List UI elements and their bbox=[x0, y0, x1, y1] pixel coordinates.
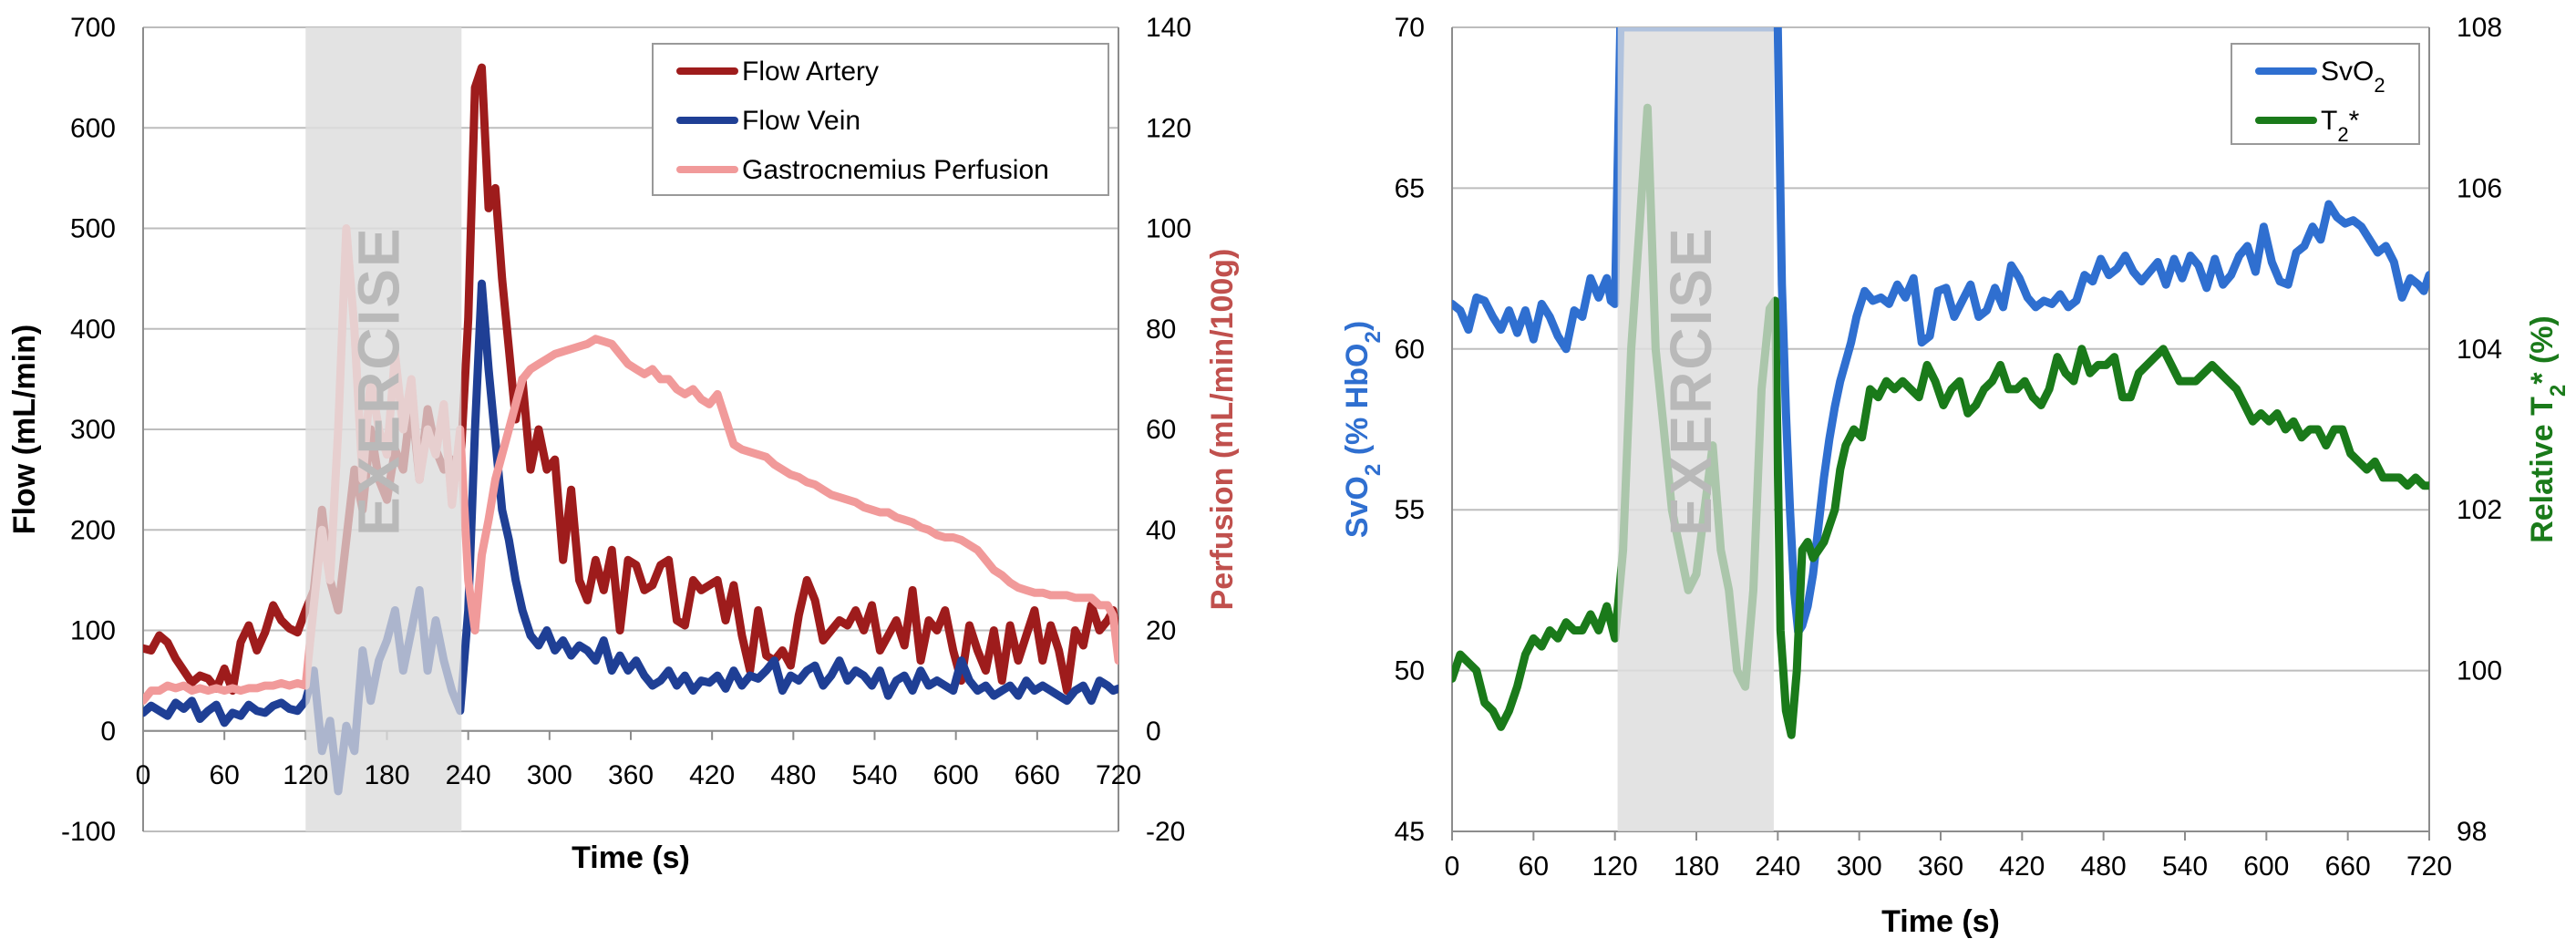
series-line-flow-vein bbox=[143, 279, 1118, 796]
right-y-tick-98: 98 bbox=[2457, 817, 2487, 847]
exercise-label: EXERCISE bbox=[346, 226, 412, 536]
right-y-tick-100: 100 bbox=[2457, 656, 2502, 686]
legend-label-gastrocnemius-perfusion: Gastrocnemius Perfusion bbox=[742, 155, 1049, 185]
right-y-axis-title: Relative T2* (%) bbox=[2525, 315, 2571, 543]
x-tick-420: 420 bbox=[689, 760, 735, 790]
right-y-tick-0: 0 bbox=[1146, 717, 1161, 747]
left-y-tick-55: 55 bbox=[1395, 495, 1425, 525]
left-y-tick-200: 200 bbox=[70, 515, 116, 545]
left-y-tick-labels: 45 50 55 60 65 70 bbox=[1395, 13, 1425, 847]
left-y-tick-400: 400 bbox=[70, 315, 116, 345]
right-y-axis-title: Perfusion (mL/min/100g) bbox=[1205, 249, 1240, 611]
right-y-tick-104: 104 bbox=[2457, 335, 2502, 365]
left-y-tick-0: 0 bbox=[100, 717, 116, 747]
x-tick-60: 60 bbox=[1519, 851, 1549, 882]
right-y-tick-20: 20 bbox=[1146, 616, 1176, 646]
exercise-fade-overlay bbox=[1617, 27, 1774, 831]
series-line-t2 bbox=[1452, 103, 2429, 739]
right-y-tick-140: 140 bbox=[1146, 13, 1191, 43]
gridlines bbox=[1451, 26, 2430, 841]
right-y-tick-100: 100 bbox=[1146, 214, 1191, 244]
x-tick-660: 660 bbox=[2325, 851, 2371, 882]
x-tick-660: 660 bbox=[1015, 760, 1060, 790]
x-tick-300: 300 bbox=[527, 760, 572, 790]
right-y-tick-60: 60 bbox=[1146, 415, 1176, 445]
right-y-tick-106: 106 bbox=[2457, 173, 2502, 203]
right-y-tick-80: 80 bbox=[1146, 315, 1176, 345]
x-tick-600: 600 bbox=[2243, 851, 2289, 882]
right-y-tick-20: -20 bbox=[1146, 817, 1185, 847]
x-tick-0: 0 bbox=[1445, 851, 1460, 882]
left-y-tick-60: 60 bbox=[1395, 335, 1425, 365]
x-tick-180: 180 bbox=[364, 760, 409, 790]
x-tick-120: 120 bbox=[283, 760, 328, 790]
left-y-tick-70: 70 bbox=[1395, 13, 1425, 43]
left-y-tick-labels: -100 0 100 200 300 400 500 600 700 bbox=[61, 13, 116, 847]
x-tick-300: 300 bbox=[1837, 851, 1882, 882]
right-y-tick-labels: -20 0 20 40 60 80 100 120 140 bbox=[1146, 13, 1191, 847]
right-y-tick-40: 40 bbox=[1146, 515, 1176, 545]
left-y-axis-title: SvO2 (% HbO2) bbox=[1340, 321, 1386, 538]
right-y-tick-120: 120 bbox=[1146, 113, 1191, 143]
left-y-tick-100: -100 bbox=[61, 817, 116, 847]
left-y-tick-100: 100 bbox=[70, 616, 116, 646]
series-line-svo2 bbox=[1452, 27, 2429, 636]
x-tick-420: 420 bbox=[1999, 851, 2045, 882]
left-y-tick-65: 65 bbox=[1395, 173, 1425, 203]
x-tick-720: 720 bbox=[2406, 851, 2452, 882]
series-layer bbox=[143, 27, 1118, 831]
x-tick-480: 480 bbox=[770, 760, 816, 790]
x-tick-0: 0 bbox=[136, 760, 151, 790]
legend-label-flow-vein: Flow Vein bbox=[742, 106, 860, 136]
x-tick-600: 600 bbox=[933, 760, 979, 790]
x-tick-labels: 0 60 120 180 240 300 360 420 480 540 600 660 720 bbox=[136, 760, 1141, 790]
x-tick-120: 120 bbox=[1592, 851, 1638, 882]
left-y-tick-700: 700 bbox=[70, 13, 116, 43]
x-tick-540: 540 bbox=[851, 760, 897, 790]
right-y-tick-102: 102 bbox=[2457, 495, 2502, 525]
x-tick-720: 720 bbox=[1096, 760, 1141, 790]
legend-label-flow-artery: Flow Artery bbox=[742, 57, 879, 87]
x-tick-480: 480 bbox=[2081, 851, 2127, 882]
x-tick-labels: 0 60 120 180 240 300 360 420 480 540 600 660 720 bbox=[1445, 851, 2452, 882]
legend: Flow Artery Flow Vein Gastrocnemius Perf… bbox=[652, 43, 1109, 196]
left-y-tick-500: 500 bbox=[70, 214, 116, 244]
exercise-fade-overlay bbox=[305, 27, 462, 831]
legend-label-svo2: SvO2 bbox=[2321, 57, 2385, 97]
legend: SvO2 T2* bbox=[2231, 43, 2420, 146]
left-y-tick-600: 600 bbox=[70, 113, 116, 143]
legend-label-t2star: T2* bbox=[2321, 106, 2360, 146]
x-tick-360: 360 bbox=[1918, 851, 1963, 882]
x-tick-360: 360 bbox=[608, 760, 654, 790]
x-tick-240: 240 bbox=[1755, 851, 1800, 882]
exercise-label: EXERCISE bbox=[1658, 226, 1724, 536]
x-axis-title: Time (s) bbox=[572, 841, 690, 875]
x-tick-180: 180 bbox=[1674, 851, 1719, 882]
left-y-tick-45: 45 bbox=[1395, 817, 1425, 847]
x-axis-title: Time (s) bbox=[1881, 904, 2000, 939]
right-y-tick-108: 108 bbox=[2457, 13, 2502, 43]
left-y-tick-300: 300 bbox=[70, 415, 116, 445]
x-tick-240: 240 bbox=[446, 760, 491, 790]
left-y-axis-title: Flow (mL/min) bbox=[7, 325, 42, 534]
x-tick-60: 60 bbox=[209, 760, 239, 790]
x-tick-540: 540 bbox=[2162, 851, 2208, 882]
left-y-tick-50: 50 bbox=[1395, 656, 1425, 686]
right-y-tick-labels: 98 100 102 104 106 108 bbox=[2457, 13, 2502, 847]
legend-box bbox=[2231, 43, 2420, 145]
series-layer bbox=[1452, 27, 2429, 831]
